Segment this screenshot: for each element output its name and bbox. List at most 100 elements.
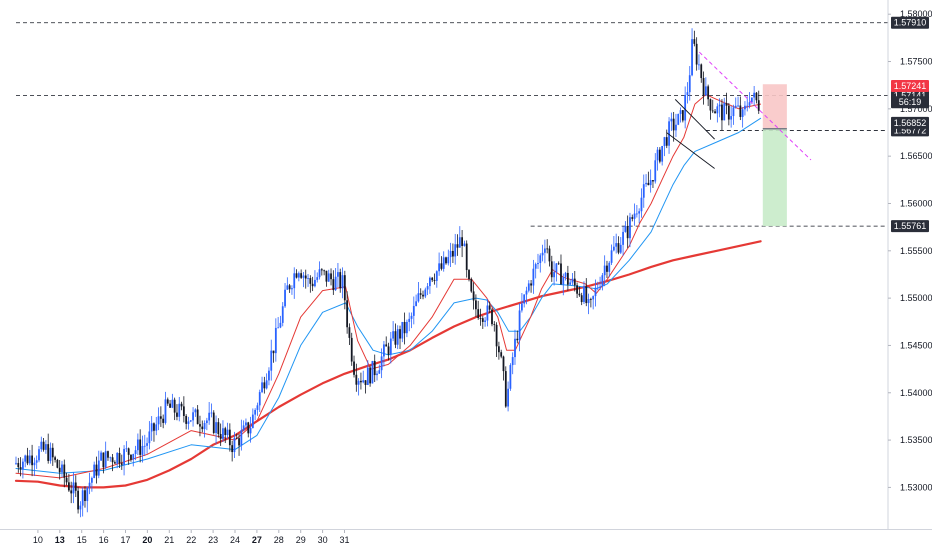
x-tick-label: 22 [186,535,196,545]
candle-body [261,382,263,393]
candle-body [592,296,595,300]
candle-body [295,273,298,278]
wedge-line-1 [666,132,715,169]
candle-body [215,422,217,433]
candle-body [323,270,326,272]
candle-body [645,182,647,185]
candle-body [164,399,167,423]
candle-body [477,309,480,319]
candle-body [700,64,703,79]
candle-body [281,306,284,323]
candle-body [497,346,500,353]
x-tick-label: 31 [339,535,349,545]
candle-body [624,225,627,232]
candle-body [353,361,355,375]
x-tick-label: 29 [296,535,306,545]
candle-body [447,257,450,264]
candle-body [300,273,303,278]
candle-body [143,445,146,447]
time-axis[interactable]: 10 13 15 16 17 20 21 22 23 24 27 28 29 30 31 [33,530,350,545]
x-tick-label: 30 [318,535,328,545]
candle-body [746,105,749,107]
candles [15,28,760,518]
candle-body [560,263,562,285]
candle-body [339,272,342,289]
candle-body [727,105,730,120]
candle-body [146,443,148,446]
candle-body [65,477,68,483]
candle-body [429,277,431,287]
candle-body [189,420,192,422]
candle-body [205,420,208,424]
candle-body [153,423,155,431]
price-axis[interactable]: 1.58000 1.57500 1.57000 1.56500 1.56000 1.555… [888,9,932,492]
price-tag-1-bg [891,96,929,109]
candle-body [730,116,733,120]
candle-body [185,415,188,424]
candle-body [130,454,132,460]
level-tag-3-label: 1.55761 [894,221,927,231]
candle-body [470,278,473,292]
x-tick-label: 21 [164,535,174,545]
candle-body [566,272,569,285]
candle-body [412,305,415,316]
candle-body [274,327,277,354]
candle-body [520,303,523,311]
candle-body [97,460,100,476]
candle-body [661,146,664,162]
candle-body [81,490,84,506]
candle-body [755,92,758,101]
candle-body [334,276,337,291]
candle-body [28,455,31,464]
candle-body [74,482,77,491]
candle-body [212,412,215,433]
position-tool[interactable] [762,84,787,227]
candle-body [17,462,20,468]
candle-body [617,243,620,253]
candle-body [254,409,257,415]
candle-body [757,100,760,111]
candle-body [442,257,445,269]
candle-body [461,237,464,246]
candle-body [302,275,305,278]
candle-body [49,447,52,461]
candle-body [417,293,420,302]
candle-body [332,279,335,291]
candle-body [580,295,583,303]
candle-body [504,371,507,407]
candle-body [631,217,634,219]
candle-body [88,482,91,488]
candle-body [279,322,282,328]
candle-body [380,356,383,371]
candle-body [182,406,185,416]
y-tick-label: 1.54500 [900,340,932,350]
candle-body [166,399,169,404]
candle-body [491,309,493,325]
candle-body [171,399,174,408]
candle-body [362,380,365,383]
candle-body [15,462,17,464]
candle-body [100,452,102,461]
candle-body [424,289,427,297]
candle-body [633,213,636,219]
candle-body [373,360,376,376]
candle-body [139,439,142,455]
candle-body [629,217,631,239]
candle-body [562,276,565,285]
wedge-line-0 [674,99,715,140]
candle-body [35,460,38,463]
candle-body [578,293,581,296]
candle-body [316,277,319,280]
candle-body [576,285,578,294]
candle-body [744,105,746,110]
candle-body [426,286,429,290]
candle-body [343,275,346,301]
candle-body [486,305,489,321]
position-target-zone [762,128,787,227]
x-tick-label: 16 [99,535,109,545]
candle-body [433,280,436,281]
candle-body [371,360,374,384]
candle-body [711,110,714,112]
candle-body [472,291,475,301]
